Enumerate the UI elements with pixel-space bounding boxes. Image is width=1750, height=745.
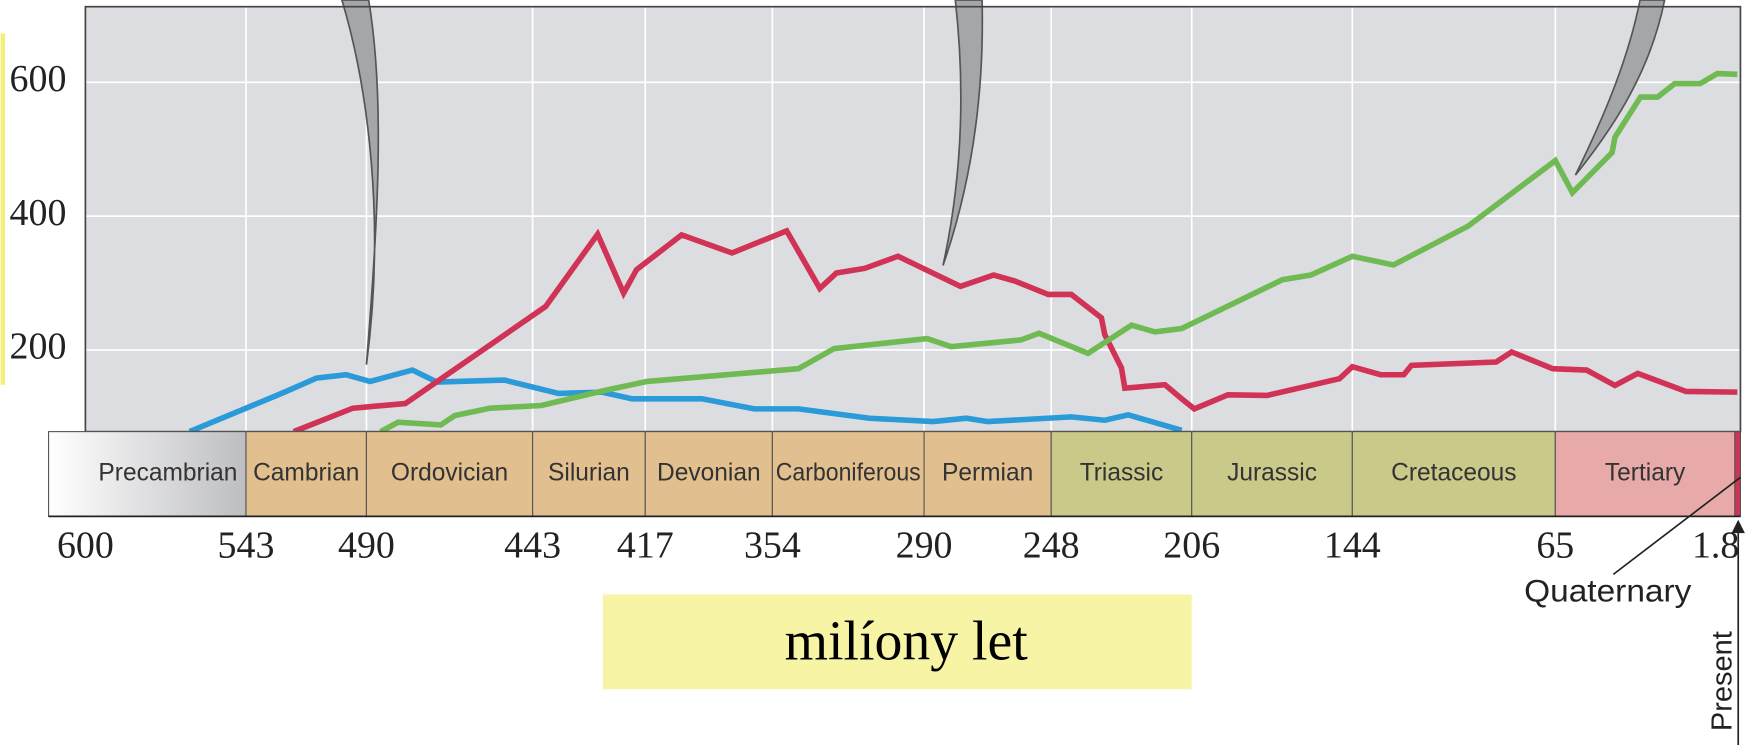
y-tick-label: 400	[10, 192, 67, 234]
plot-area	[85, 6, 1741, 432]
event-marker	[942, 0, 984, 266]
x-tick-label: 1.8	[1692, 524, 1739, 566]
event-marker	[1574, 0, 1666, 176]
period-label: Quaternary	[1524, 574, 1692, 609]
x-tick-label: Present	[1706, 631, 1738, 731]
x-axis-label: milíony let	[785, 611, 1029, 673]
x-tick-label: 354	[744, 524, 801, 566]
period-label: Carboniferous	[776, 459, 921, 486]
x-tick-label: 290	[896, 524, 953, 566]
period-band	[245, 431, 367, 517]
period-band	[365, 431, 534, 517]
data-line	[379, 70, 1738, 435]
period-label: Cambrian	[253, 459, 359, 486]
period-band	[644, 431, 773, 517]
period-band	[1734, 431, 1742, 517]
period-label: Permian	[942, 459, 1033, 486]
period-label: Cretaceous	[1391, 459, 1516, 486]
x-tick-label: 206	[1163, 524, 1220, 566]
period-label: Tertiary	[1605, 459, 1686, 486]
period-band	[1351, 431, 1556, 517]
y-tick-label: 200	[10, 326, 67, 368]
highlight	[0, 33, 6, 385]
x-tick-label: 443	[504, 524, 561, 566]
y-tick-label: 600	[10, 58, 67, 100]
x-tick-label: 543	[218, 524, 275, 566]
event-marker	[341, 0, 380, 365]
x-tick-label: 248	[1023, 524, 1080, 566]
period-label: Jurassic	[1227, 459, 1317, 486]
period-band	[923, 431, 1052, 517]
period-label: Precambrian	[98, 459, 237, 486]
x-tick-label: 65	[1536, 524, 1574, 566]
x-tick-label: 600	[57, 524, 114, 566]
period-label: Ordovician	[391, 459, 508, 486]
period-label: Triassic	[1080, 459, 1164, 486]
data-line	[188, 367, 1183, 435]
period-band	[1554, 431, 1736, 517]
period-label: Devonian	[657, 459, 761, 486]
x-tick-label: 144	[1324, 524, 1381, 566]
period-band	[48, 431, 247, 517]
x-tick-label: 417	[617, 524, 674, 566]
period-label: Silurian	[548, 459, 630, 486]
leader-line	[1612, 476, 1741, 576]
tick-arrow	[1731, 519, 1745, 534]
x-tick-label: 490	[338, 524, 395, 566]
period-band	[771, 431, 925, 517]
x-label-box	[602, 594, 1192, 690]
period-band	[1191, 431, 1353, 517]
data-line	[292, 227, 1738, 435]
